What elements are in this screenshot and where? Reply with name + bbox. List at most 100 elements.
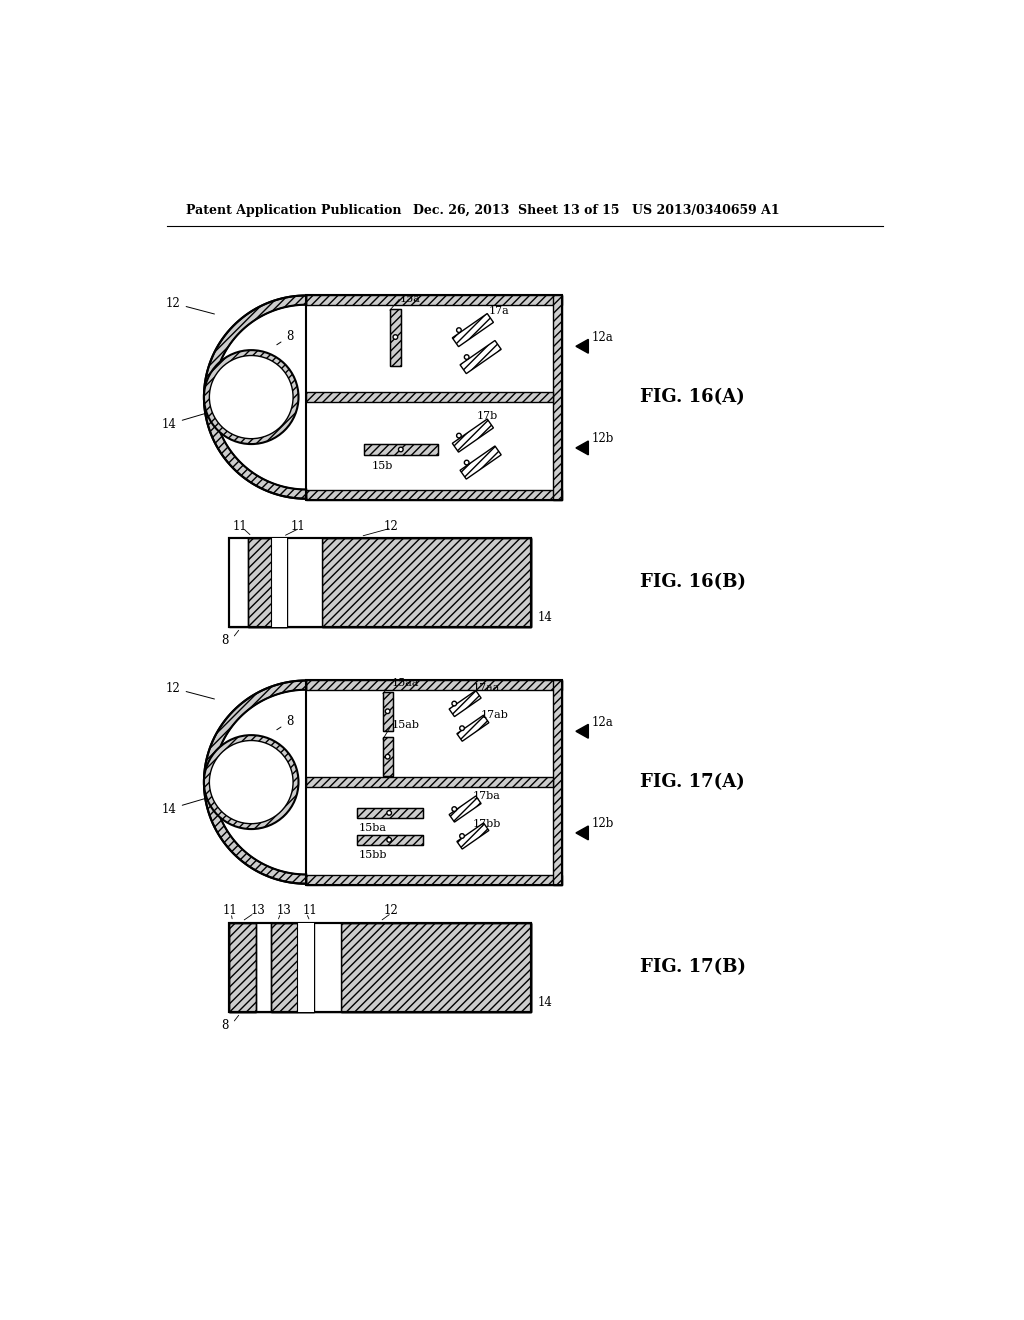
Text: 8: 8	[276, 330, 294, 345]
Text: 12: 12	[166, 297, 214, 314]
Bar	[457, 715, 488, 742]
Text: 12a: 12a	[592, 330, 613, 343]
Bar	[390, 309, 400, 367]
Circle shape	[464, 355, 469, 359]
Bar	[322, 539, 531, 627]
Bar	[271, 923, 314, 1011]
Text: 13: 13	[251, 904, 265, 917]
Text: 8: 8	[221, 634, 228, 647]
Text: FIG. 16(B): FIG. 16(B)	[640, 573, 745, 591]
Text: 11: 11	[302, 904, 317, 917]
Text: 17a: 17a	[488, 306, 509, 315]
Bar	[306, 689, 553, 781]
Bar	[228, 539, 531, 627]
Circle shape	[452, 807, 457, 812]
Circle shape	[204, 735, 299, 829]
Text: 12: 12	[166, 681, 214, 700]
Bar	[272, 539, 322, 626]
Bar	[450, 690, 481, 717]
Bar	[322, 539, 531, 627]
Circle shape	[460, 834, 464, 838]
Circle shape	[457, 327, 461, 333]
Text: FIG. 17(B): FIG. 17(B)	[640, 958, 745, 975]
Bar	[356, 836, 423, 845]
Circle shape	[385, 709, 390, 714]
Polygon shape	[575, 826, 589, 840]
Circle shape	[209, 741, 293, 824]
Text: 13: 13	[276, 904, 292, 917]
Bar	[306, 305, 553, 397]
Bar	[383, 738, 393, 776]
Bar	[356, 836, 423, 845]
Text: US 2013/0340659 A1: US 2013/0340659 A1	[632, 205, 779, 218]
Text: FIG. 17(A): FIG. 17(A)	[640, 774, 744, 791]
Text: FIG. 16(A): FIG. 16(A)	[640, 388, 744, 407]
Circle shape	[209, 355, 293, 438]
Circle shape	[464, 461, 469, 465]
Bar	[356, 808, 423, 818]
Text: 17aa: 17aa	[473, 684, 501, 693]
Bar	[306, 787, 553, 879]
Bar	[341, 923, 531, 1011]
Circle shape	[457, 433, 461, 438]
Text: 8: 8	[276, 714, 294, 730]
Bar	[553, 681, 562, 884]
Text: 12b: 12b	[592, 432, 613, 445]
Bar	[306, 296, 562, 499]
Bar	[383, 738, 393, 776]
Polygon shape	[213, 305, 306, 490]
Bar	[228, 923, 256, 1011]
Bar	[228, 539, 531, 627]
Text: 15ab: 15ab	[391, 721, 420, 730]
Text: 11: 11	[232, 520, 248, 533]
Bar	[228, 923, 531, 1011]
Bar	[453, 418, 494, 453]
Polygon shape	[575, 725, 589, 738]
Text: 14: 14	[162, 413, 206, 430]
Text: 17ba: 17ba	[473, 791, 501, 801]
Bar	[306, 681, 562, 689]
Polygon shape	[204, 296, 306, 499]
Text: 17bb: 17bb	[473, 820, 502, 829]
Bar	[228, 923, 531, 1011]
Text: 17ab: 17ab	[480, 710, 509, 721]
Circle shape	[460, 726, 464, 730]
Bar	[228, 923, 256, 1011]
Bar	[383, 692, 393, 730]
Circle shape	[387, 838, 391, 842]
Polygon shape	[575, 441, 589, 455]
Bar	[460, 341, 501, 374]
Bar	[306, 777, 553, 787]
Bar	[229, 539, 530, 626]
Bar	[306, 401, 553, 494]
Bar	[297, 923, 314, 1011]
Text: 15a: 15a	[399, 294, 420, 305]
Bar	[306, 681, 562, 884]
Bar	[228, 539, 531, 627]
Bar	[248, 539, 287, 627]
Text: 14: 14	[538, 995, 552, 1008]
Text: Dec. 26, 2013  Sheet 13 of 15: Dec. 26, 2013 Sheet 13 of 15	[414, 205, 620, 218]
Bar	[306, 392, 553, 401]
Bar	[457, 822, 488, 849]
Bar	[228, 923, 531, 1011]
Bar	[341, 923, 531, 1011]
Text: 15aa: 15aa	[391, 677, 419, 688]
Text: 12a: 12a	[592, 715, 613, 729]
Bar	[453, 314, 494, 347]
Bar	[248, 539, 287, 627]
Circle shape	[393, 335, 397, 339]
Text: 12b: 12b	[592, 817, 613, 830]
Text: 15bb: 15bb	[359, 850, 387, 861]
Bar	[298, 924, 341, 1011]
Circle shape	[385, 755, 390, 759]
Polygon shape	[204, 681, 306, 884]
Circle shape	[204, 350, 299, 444]
Bar	[460, 446, 501, 479]
Text: 17b: 17b	[477, 412, 498, 421]
Polygon shape	[575, 339, 589, 354]
Circle shape	[387, 810, 391, 816]
Bar	[356, 808, 423, 818]
Text: 15ba: 15ba	[359, 824, 387, 833]
Bar	[383, 692, 393, 730]
